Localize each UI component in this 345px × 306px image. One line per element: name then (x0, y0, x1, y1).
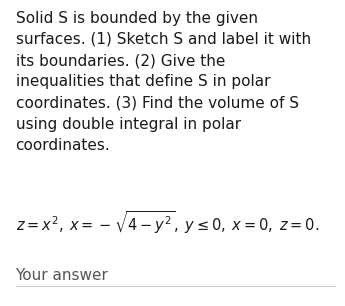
Text: $z = x^2, \; x = -\sqrt{4 - y^2}, \; y \leq 0, \; x = 0, \; z = 0.$: $z = x^2, \; x = -\sqrt{4 - y^2}, \; y \… (16, 210, 319, 237)
Text: Solid S is bounded by the given
surfaces. (1) Sketch S and label it with
its bou: Solid S is bounded by the given surfaces… (16, 11, 310, 153)
Text: Your answer: Your answer (16, 268, 108, 283)
